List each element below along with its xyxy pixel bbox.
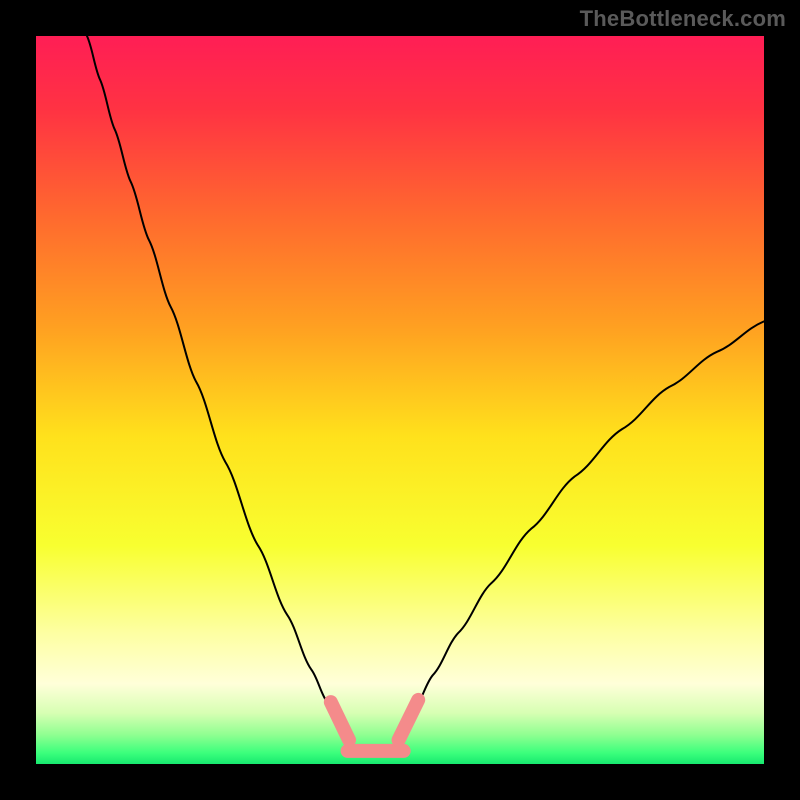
plot-svg — [36, 36, 764, 764]
gradient-background — [36, 36, 764, 764]
chart-canvas: TheBottleneck.com — [0, 0, 800, 800]
watermark-text: TheBottleneck.com — [580, 6, 786, 32]
plot-area — [36, 36, 764, 764]
